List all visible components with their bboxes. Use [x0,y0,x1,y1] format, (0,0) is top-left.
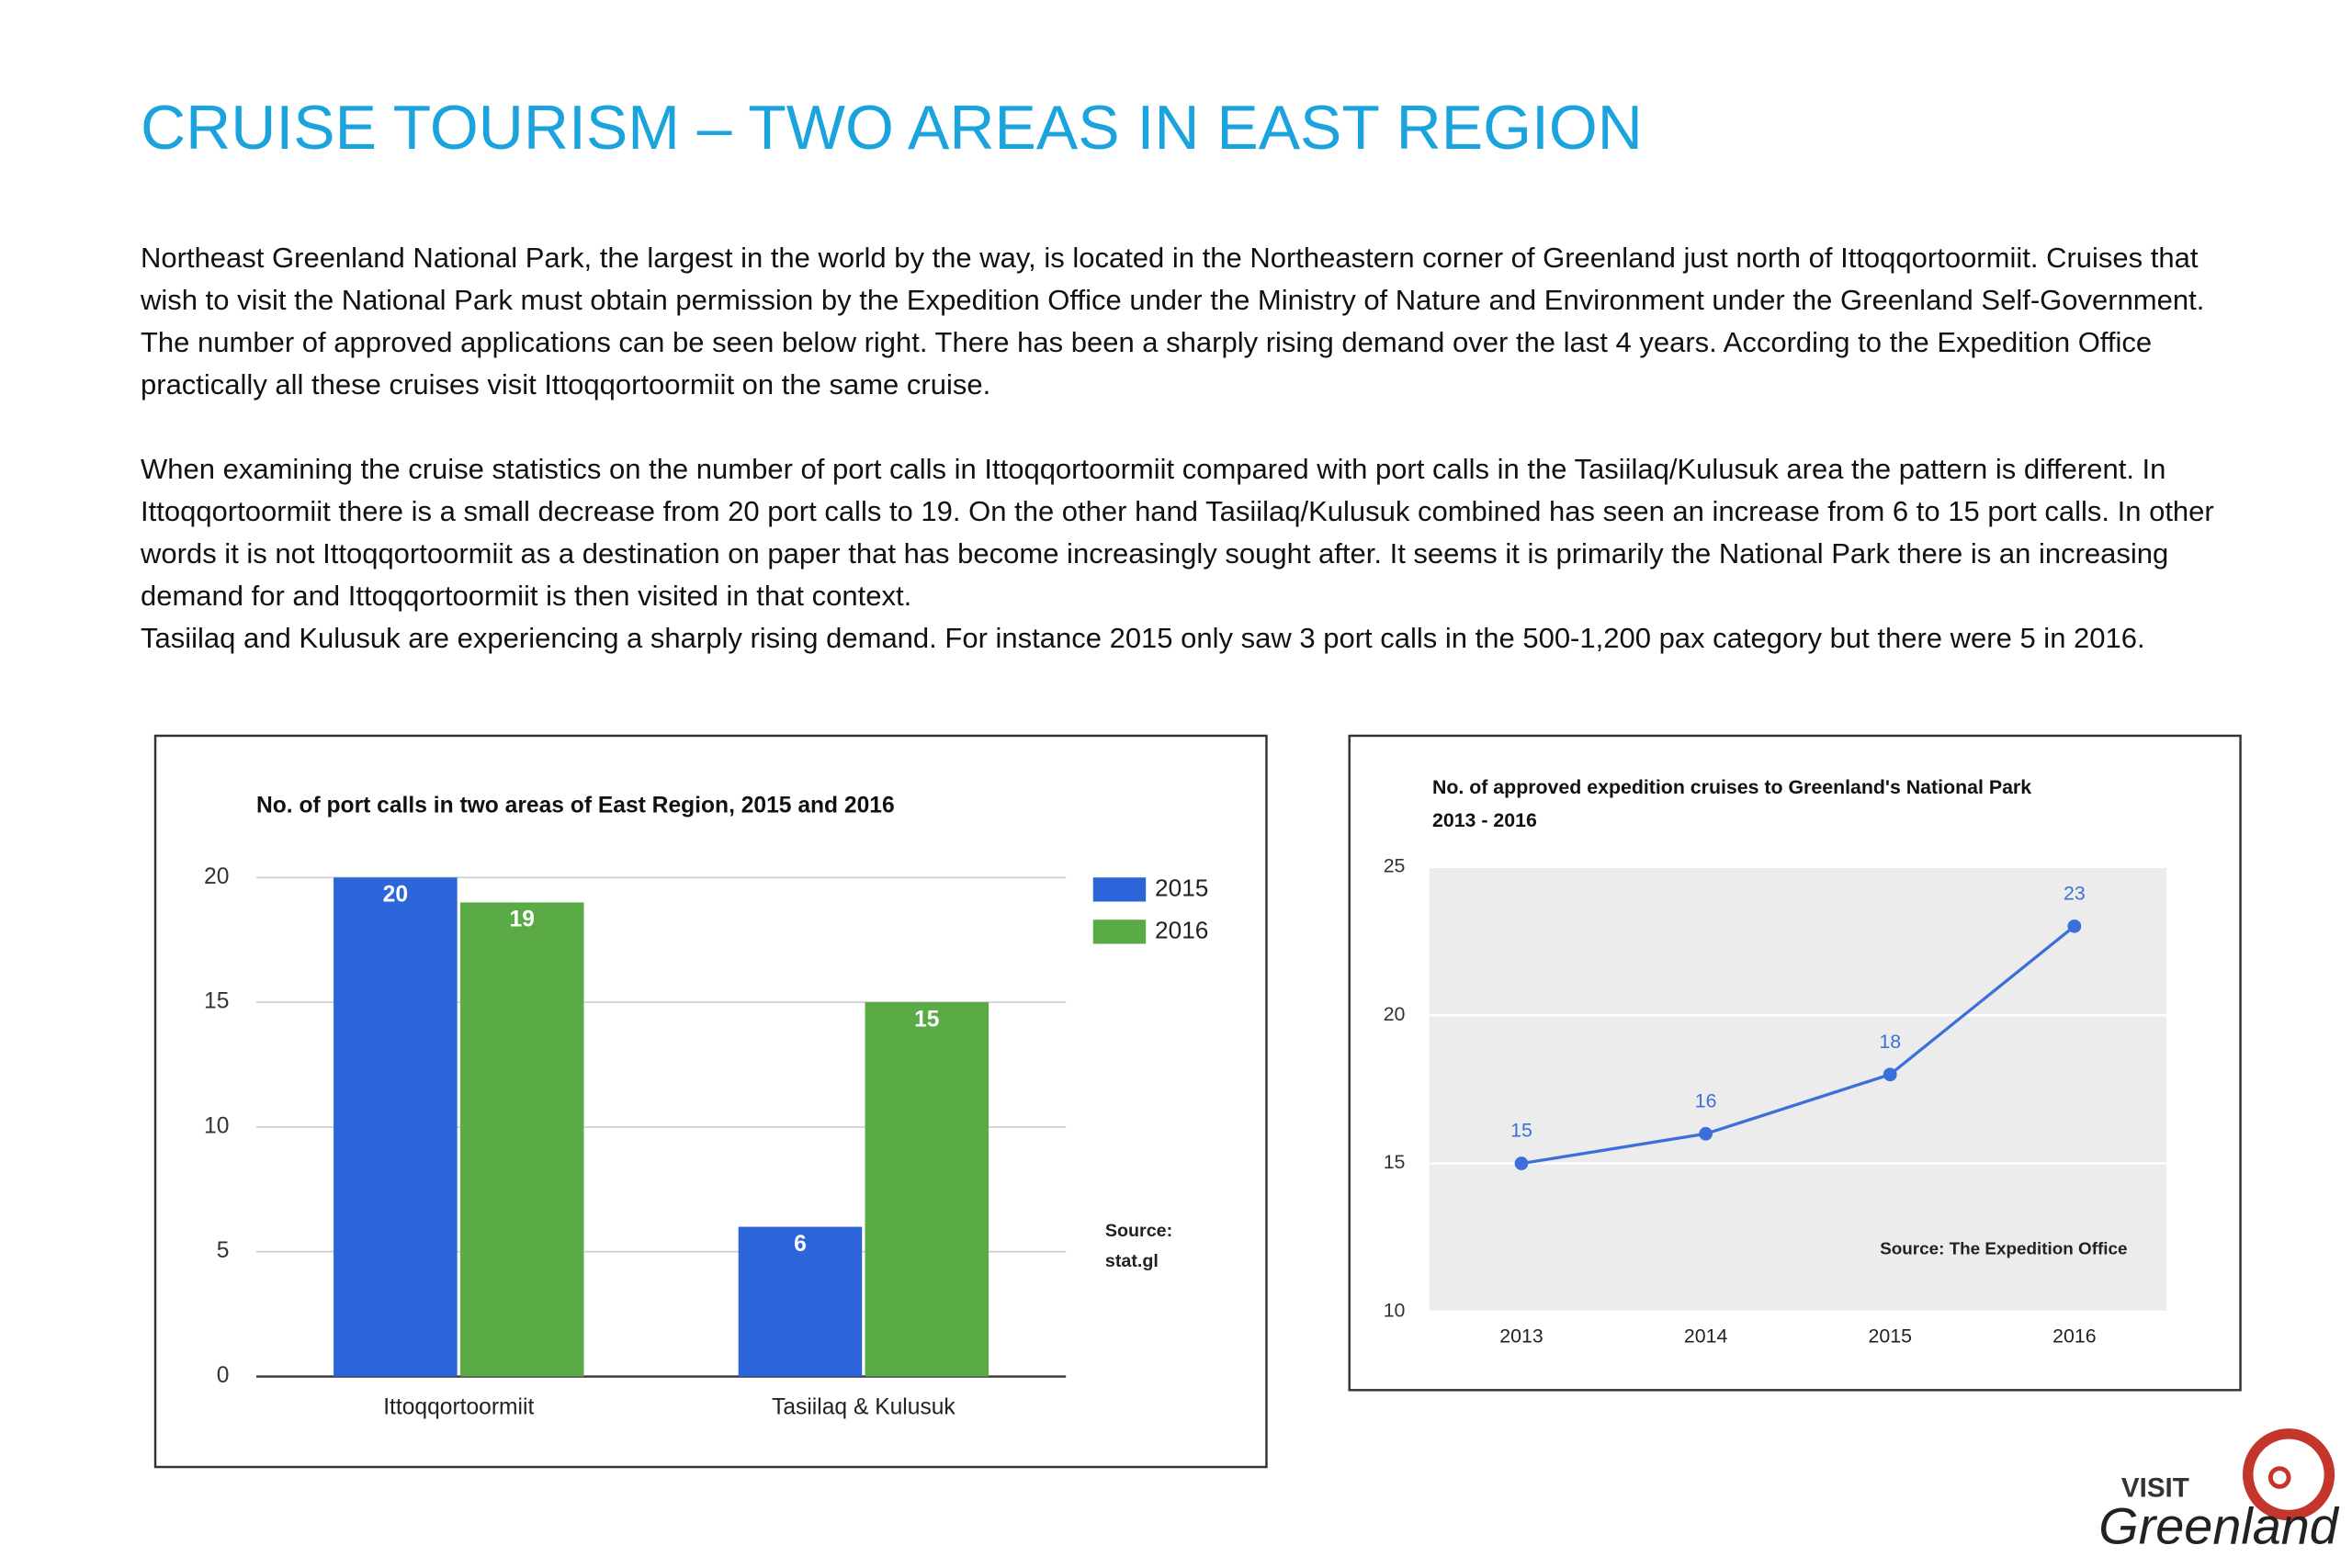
body-text: Northeast Greenland National Park, the l… [141,237,2254,660]
logo-ring [2243,1428,2335,1521]
point [1514,1156,1529,1170]
plot-area [1429,866,2167,1312]
data-label: 19 [510,908,535,932]
chart-title: No. of approved expedition cruises to Gr… [1432,776,2031,798]
paragraph: Tasiilaq and Kulusuk are experiencing a … [141,622,2145,654]
source-note: Source: [1105,1221,1172,1241]
y-tick-label: 10 [1384,1300,1406,1322]
source-note: stat.gl [1105,1251,1159,1271]
data-label: 15 [914,1007,939,1032]
point [1883,1067,1897,1082]
y-tick-label: 20 [1384,1003,1406,1025]
data-label: 15 [1510,1120,1532,1142]
paragraph: Northeast Greenland National Park, the l… [141,242,2205,400]
chart-title: No. of port calls in two areas of East R… [256,794,895,818]
legend-swatch [1092,877,1147,902]
logo-script: Greenland [2098,1497,2340,1555]
y-tick-label: 5 [217,1238,230,1263]
x-tick-label: Tasiilaq & Kulusuk [772,1395,956,1420]
x-tick-label: 2013 [1499,1325,1543,1348]
y-tick-label: 10 [204,1113,229,1138]
point [2067,919,2082,933]
x-tick-label: 2015 [1869,1325,1912,1348]
legend-swatch [1092,919,1147,944]
point [1699,1126,1713,1141]
x-tick-label: 2014 [1684,1325,1728,1348]
x-tick-label: 2016 [2052,1325,2096,1348]
bar [459,902,584,1377]
data-label: 6 [794,1232,807,1257]
y-tick-label: 20 [204,864,229,889]
bar [334,877,458,1377]
line [1521,925,2075,1166]
data-label: 20 [383,882,408,907]
legend-label: 2015 [1155,874,1208,901]
chart-frame [153,734,1268,1469]
logo-text: VISIT [2121,1472,2189,1503]
y-tick-label: 15 [1384,1151,1406,1173]
y-tick-label: 25 [1384,854,1406,876]
bar [865,1002,989,1377]
y-tick-label: 15 [204,989,229,1014]
logo-dot [2267,1466,2291,1489]
page-title: CRUISE TOURISM – TWO AREAS IN EAST REGIO… [141,93,1643,163]
y-tick-label: 0 [217,1363,230,1388]
data-label: 23 [2064,883,2086,905]
source-note: Source: The Expedition Office [1880,1239,2127,1258]
x-tick-label: Ittoqqortoormiit [383,1395,534,1420]
data-label: 16 [1695,1089,1717,1111]
data-label: 18 [1879,1031,1901,1053]
legend-label: 2016 [1155,916,1208,943]
bar [738,1226,863,1377]
chart-subtitle: 2013 - 2016 [1432,809,1537,831]
paragraph: When examining the cruise statistics on … [141,453,2214,612]
